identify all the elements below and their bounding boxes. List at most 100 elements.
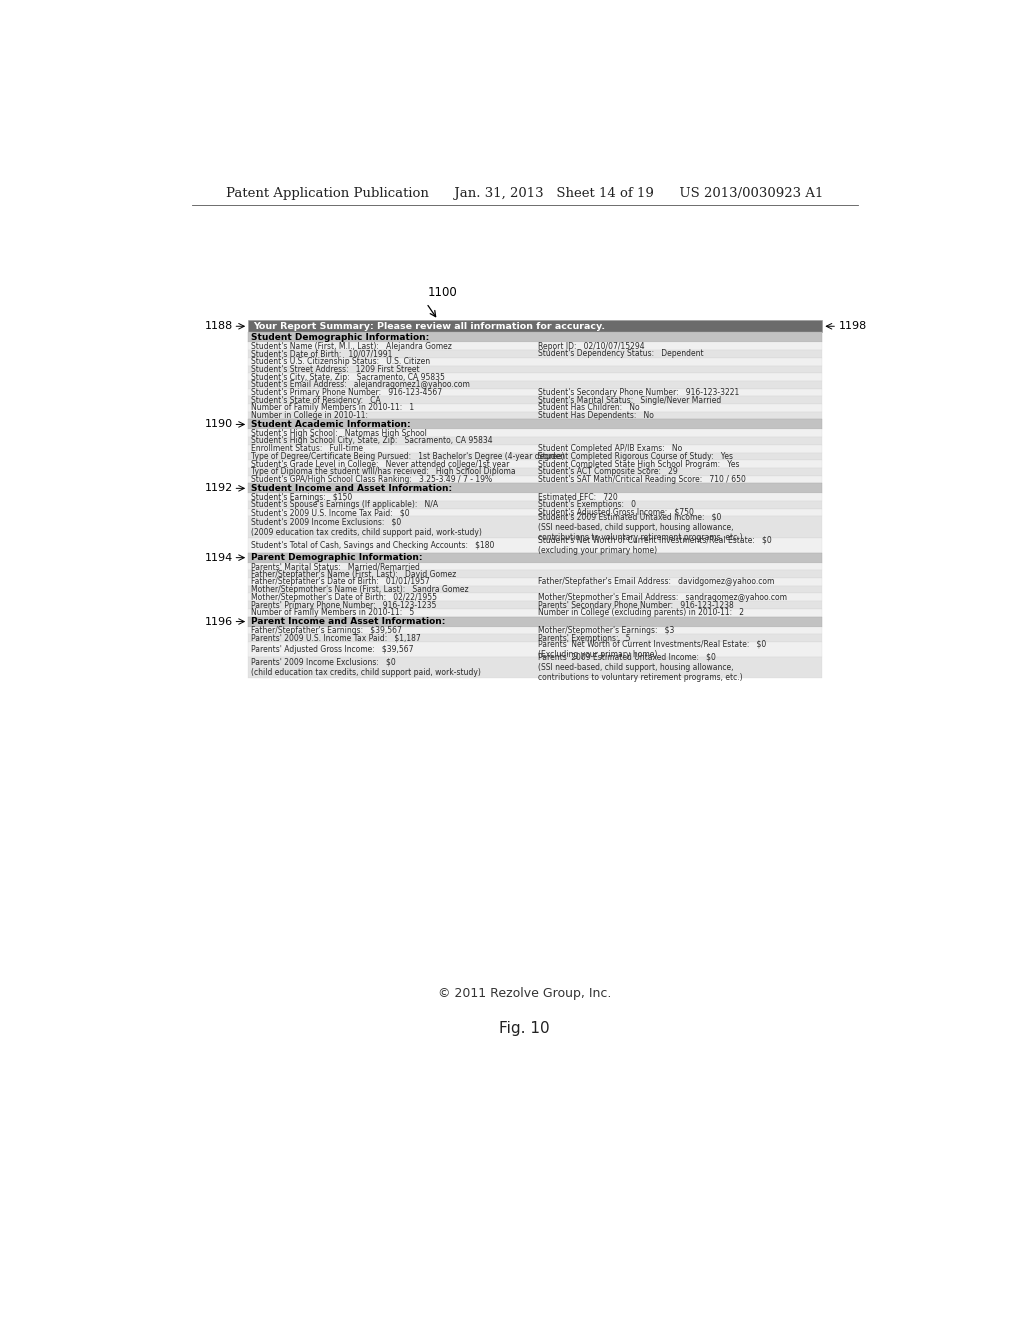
Text: Student's Total of Cash, Savings and Checking Accounts:   $180: Student's Total of Cash, Savings and Che…: [251, 541, 495, 550]
Text: Student's GPA/High School Class Ranking:   3.25-3.49 / 7 - 19%: Student's GPA/High School Class Ranking:…: [251, 475, 493, 484]
Text: Student Academic Information:: Student Academic Information:: [251, 420, 411, 429]
Bar: [248, 333, 821, 342]
Text: Student's 2009 Estimated Untaxed Income:   $0
(SSI need-based, child support, ho: Student's 2009 Estimated Untaxed Income:…: [538, 512, 742, 543]
Text: Number of Family Members in 2010-11:   5: Number of Family Members in 2010-11: 5: [251, 609, 415, 618]
Text: Student's Grade Level in College:   Never attended college/1st year: Student's Grade Level in College: Never …: [251, 459, 510, 469]
Text: Parents' Secondary Phone Number:   916-123-1238: Parents' Secondary Phone Number: 916-123…: [538, 601, 734, 610]
Text: Student Completed State High School Program:   Yes: Student Completed State High School Prog…: [538, 459, 739, 469]
Bar: [248, 627, 821, 635]
Bar: [248, 358, 821, 366]
Bar: [248, 366, 821, 374]
Text: Report ID:   02/10/07/15294: Report ID: 02/10/07/15294: [538, 342, 644, 351]
Text: Student Demographic Information:: Student Demographic Information:: [251, 333, 429, 342]
Text: Student's Earnings:   $150: Student's Earnings: $150: [251, 492, 352, 502]
Text: Student's 2009 U.S. Income Tax Paid:   $0: Student's 2009 U.S. Income Tax Paid: $0: [251, 508, 410, 517]
Text: 1192: 1192: [205, 483, 232, 494]
Bar: [248, 342, 821, 350]
Text: Type of Diploma the student will/has received:   High School Diploma: Type of Diploma the student will/has rec…: [251, 467, 516, 477]
Bar: [248, 578, 821, 586]
Text: Student's 2009 Income Exclusions:   $0
(2009 education tax credits, child suppor: Student's 2009 Income Exclusions: $0 (20…: [251, 517, 482, 537]
Text: Student's Exemptions:   0: Student's Exemptions: 0: [538, 500, 636, 510]
Bar: [248, 642, 821, 656]
Bar: [248, 412, 821, 420]
Text: 1188: 1188: [205, 321, 232, 331]
Text: Parents' Net Worth of Current Investments/Real Estate:   $0
(Excluding your prim: Parents' Net Worth of Current Investment…: [538, 640, 766, 659]
Text: Student's Net Worth of Current Investments/Real Estate:   $0
(excluding your pri: Student's Net Worth of Current Investmen…: [538, 536, 772, 554]
Text: Student's Dependency Status:   Dependent: Student's Dependency Status: Dependent: [538, 350, 703, 359]
Text: Student's SAT Math/Critical Reading Score:   710 / 650: Student's SAT Math/Critical Reading Scor…: [538, 475, 745, 484]
Text: Student's State of Residency:   CA: Student's State of Residency: CA: [251, 396, 381, 405]
Bar: [248, 508, 821, 516]
Text: Mother/Stepmother's Name (First, Last):   Sandra Gomez: Mother/Stepmother's Name (First, Last): …: [251, 585, 469, 594]
Bar: [248, 601, 821, 609]
Bar: [248, 445, 821, 453]
Text: Estimated EFC:   720: Estimated EFC: 720: [538, 492, 617, 502]
Text: Parents' Adjusted Gross Income:   $39,567: Parents' Adjusted Gross Income: $39,567: [251, 644, 414, 653]
Text: Mother/Stepmother's Earnings:   $3: Mother/Stepmother's Earnings: $3: [538, 626, 675, 635]
Text: Student Income and Asset Information:: Student Income and Asset Information:: [251, 484, 453, 492]
Text: Father/Stepfather's Earnings:   $39,567: Father/Stepfather's Earnings: $39,567: [251, 626, 402, 635]
Text: Number in College in 2010-11:: Number in College in 2010-11:: [251, 411, 369, 420]
Bar: [248, 475, 821, 483]
Text: Parents' Primary Phone Number:   916-123-1235: Parents' Primary Phone Number: 916-123-1…: [251, 601, 436, 610]
Text: Parents' 2009 Estimated Untaxed Income:   $0
(SSI need-based, child support, hou: Parents' 2009 Estimated Untaxed Income: …: [538, 652, 742, 682]
Text: 1194: 1194: [205, 553, 232, 562]
Text: Enrollment Status:   Full-time: Enrollment Status: Full-time: [251, 445, 364, 453]
Bar: [248, 553, 821, 562]
Text: Your Report Summary: Please review all information for accuracy.: Your Report Summary: Please review all i…: [253, 322, 605, 331]
Text: Student's Primary Phone Number:   916-123-4567: Student's Primary Phone Number: 916-123-…: [251, 388, 442, 397]
Text: Parent Demographic Information:: Parent Demographic Information:: [251, 553, 423, 562]
Bar: [248, 494, 821, 502]
Text: Student Has Children:   No: Student Has Children: No: [538, 404, 640, 412]
Bar: [248, 616, 821, 627]
Text: 1198: 1198: [839, 321, 867, 331]
Bar: [248, 656, 821, 678]
Bar: [248, 502, 821, 508]
Text: Patent Application Publication      Jan. 31, 2013   Sheet 14 of 19      US 2013/: Patent Application Publication Jan. 31, …: [226, 186, 823, 199]
Bar: [248, 635, 821, 642]
Text: Parents' Exemptions:   5: Parents' Exemptions: 5: [538, 634, 631, 643]
Text: Student's Spouse's Earnings (If applicable):   N/A: Student's Spouse's Earnings (If applicab…: [251, 500, 438, 510]
Bar: [248, 321, 821, 333]
Bar: [248, 453, 821, 461]
Bar: [248, 570, 821, 578]
Text: Father/Stepfather's Email Address:   davidgomez@yahoo.com: Father/Stepfather's Email Address: david…: [538, 577, 774, 586]
Bar: [248, 429, 821, 437]
Text: Student's High School City, State, Zip:   Sacramento, CA 95834: Student's High School City, State, Zip: …: [251, 437, 493, 445]
Text: Student's Name (First, M.I., Last):   Alejandra Gomez: Student's Name (First, M.I., Last): Alej…: [251, 342, 453, 351]
Text: Parents' 2009 Income Exclusions:   $0
(child education tax credits, child suppor: Parents' 2009 Income Exclusions: $0 (chi…: [251, 657, 481, 677]
Bar: [248, 396, 821, 404]
Text: Student's ACT Composite Score:   29: Student's ACT Composite Score: 29: [538, 467, 678, 477]
Bar: [248, 469, 821, 475]
Text: Student's Adjusted Gross Income:   $750: Student's Adjusted Gross Income: $750: [538, 508, 694, 517]
Text: Mother/Stepmother's Date of Birth:   02/22/1955: Mother/Stepmother's Date of Birth: 02/22…: [251, 593, 437, 602]
Text: Student's Email Address:   alejandragomez1@yahoo.com: Student's Email Address: alejandragomez1…: [251, 380, 470, 389]
Text: Student Has Dependents:   No: Student Has Dependents: No: [538, 411, 654, 420]
Text: Student Completed Rigorous Course of Study:   Yes: Student Completed Rigorous Course of Stu…: [538, 451, 733, 461]
Text: Student's Street Address:   1209 First Street: Student's Street Address: 1209 First Str…: [251, 364, 420, 374]
Bar: [248, 381, 821, 388]
Text: 1190: 1190: [205, 420, 232, 429]
Text: Type of Degree/Certificate Being Pursued:   1st Bachelor's Degree (4-year degree: Type of Degree/Certificate Being Pursued…: [251, 451, 564, 461]
Bar: [248, 562, 821, 570]
Bar: [248, 586, 821, 594]
Text: 1196: 1196: [205, 616, 232, 627]
Text: © 2011 Rezolve Group, Inc.: © 2011 Rezolve Group, Inc.: [438, 987, 611, 1001]
Text: Fig. 10: Fig. 10: [500, 1020, 550, 1036]
Bar: [248, 437, 821, 445]
Bar: [248, 609, 821, 616]
Text: Father/Stepfather's Date of Birth:   01/01/1957: Father/Stepfather's Date of Birth: 01/01…: [251, 577, 430, 586]
Text: Student's Marital Status:   Single/Never Married: Student's Marital Status: Single/Never M…: [538, 396, 721, 405]
Bar: [248, 483, 821, 494]
Bar: [248, 374, 821, 381]
Bar: [248, 461, 821, 469]
Text: Number in College (excluding parents) in 2010-11:   2: Number in College (excluding parents) in…: [538, 609, 744, 618]
Text: Number of Family Members in 2010-11:   1: Number of Family Members in 2010-11: 1: [251, 404, 415, 412]
Text: Parent Income and Asset Information:: Parent Income and Asset Information:: [251, 616, 445, 626]
Text: Parents' Marital Status:   Married/Remarried: Parents' Marital Status: Married/Remarri…: [251, 562, 420, 572]
Bar: [248, 350, 821, 358]
Bar: [248, 594, 821, 601]
Bar: [248, 388, 821, 396]
Text: Student's Secondary Phone Number:   916-123-3221: Student's Secondary Phone Number: 916-12…: [538, 388, 739, 397]
Text: Student's Date of Birth:   10/07/1991: Student's Date of Birth: 10/07/1991: [251, 350, 392, 359]
